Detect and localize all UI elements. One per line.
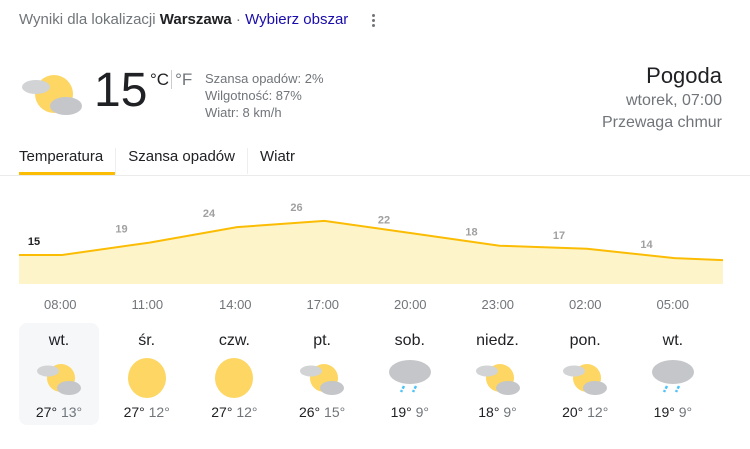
partly-cloudy-icon <box>298 356 346 400</box>
time-tick: 14:00 <box>219 297 252 312</box>
low-temp: 9° <box>503 404 517 420</box>
unit-toggle: °C °F <box>150 70 193 90</box>
weather-details: Szansa opadów: 2% Wilgotność: 87% Wiatr:… <box>205 70 324 121</box>
day-temps: 27° 12° <box>194 404 274 420</box>
day-temps: 19° 9° <box>633 404 713 420</box>
tabs: Temperatura Szansa opadów Wiatr <box>19 148 307 175</box>
time-tick: 08:00 <box>44 297 77 312</box>
temperature-line <box>19 219 724 262</box>
day-name: sob. <box>394 332 425 349</box>
data-label: 14 <box>640 239 653 251</box>
location-header: Wyniki dla lokalizacji Warszawa · Wybier… <box>19 11 348 28</box>
location-name: Warszawa <box>159 11 232 28</box>
tab-temperature[interactable]: Temperatura <box>19 148 116 175</box>
weather-summary: Pogoda wtorek, 07:00 Przewaga chmur <box>602 62 722 134</box>
day-forecast[interactable]: niedz. 18° 9° <box>458 323 538 425</box>
low-temp: 15° <box>324 404 346 420</box>
data-label: 26 <box>290 202 302 214</box>
tab-precipitation[interactable]: Szansa opadów <box>115 148 247 174</box>
day-forecast[interactable]: czw. 27° 12° <box>194 323 274 425</box>
location-prefix: Wyniki dla lokalizacji <box>19 11 156 28</box>
temperature-chart: 15 19 24 26 22 18 17 14 <box>19 202 724 284</box>
day-forecast[interactable]: pt. 26° 15° <box>282 323 362 425</box>
day-temps: 18° 9° <box>458 404 538 420</box>
day-name: śr. <box>138 332 156 349</box>
data-label: 17 <box>553 230 565 242</box>
sunny-icon <box>123 356 171 400</box>
time-tick: 17:00 <box>306 297 340 312</box>
data-label: 19 <box>115 224 127 236</box>
high-temp: 18° <box>478 404 500 420</box>
day-temps: 20° 12° <box>545 404 625 420</box>
data-label: 22 <box>378 214 390 226</box>
choose-area-link[interactable]: Wybierz obszar <box>245 11 349 28</box>
day-forecast[interactable]: śr. 27° 12° <box>107 323 187 425</box>
high-temp: 26° <box>298 404 321 420</box>
day-name: pt. <box>313 332 331 349</box>
high-temp: 27° <box>123 404 145 420</box>
precip-chance: Szansa opadów: 2% <box>205 71 324 86</box>
day-forecast[interactable]: wt. 27° 13° <box>19 323 99 425</box>
sunny-icon <box>210 356 258 400</box>
low-temp: 9° <box>678 404 693 420</box>
day-name: czw. <box>218 332 250 349</box>
high-temp: 20° <box>562 404 584 420</box>
time-tick: 05:00 <box>656 297 690 312</box>
low-temp: 9° <box>415 404 430 420</box>
low-temp: 12° <box>587 404 609 420</box>
separator: · <box>235 11 241 28</box>
temperature-area <box>19 220 723 284</box>
celsius-button[interactable]: °C <box>150 70 170 89</box>
day-forecast[interactable]: pon. 20° 12° <box>545 323 625 425</box>
partly-cloudy-icon <box>35 356 83 400</box>
data-label: 15 <box>28 236 40 248</box>
data-label: 18 <box>465 227 477 239</box>
day-temps: 27° 12° <box>107 404 187 420</box>
time-tick: 23:00 <box>481 297 515 312</box>
tab-wind[interactable]: Wiatr <box>246 148 307 174</box>
summary-time: wtorek, 07:00 <box>625 92 722 109</box>
rain-icon <box>386 356 434 400</box>
day-name: niedz. <box>476 332 519 349</box>
divider <box>0 175 750 176</box>
time-tick: 02:00 <box>569 297 602 312</box>
day-forecast[interactable]: sob. 19° 9° <box>370 323 450 425</box>
summary-title: Pogoda <box>646 63 722 88</box>
low-temp: 12° <box>236 404 258 420</box>
high-temp: 19° <box>653 404 675 420</box>
day-name: wt. <box>48 332 70 349</box>
summary-condition: Przewaga chmur <box>601 114 722 131</box>
high-temp: 27° <box>35 404 58 420</box>
day-temps: 27° 13° <box>19 404 99 420</box>
low-temp: 13° <box>60 404 83 420</box>
day-name: pon. <box>569 332 601 349</box>
day-forecast[interactable]: wt. 19° 9° <box>633 323 713 425</box>
low-temp: 12° <box>148 404 170 420</box>
high-temp: 27° <box>211 404 233 420</box>
partly-cloudy-icon <box>561 356 609 400</box>
data-label: 24 <box>203 208 216 220</box>
fahrenheit-button[interactable]: °F <box>171 70 193 89</box>
wind: Wiatr: 8 km/h <box>205 105 282 120</box>
partly-cloudy-icon <box>474 356 522 400</box>
day-temps: 26° 15° <box>282 404 362 420</box>
current-temperature: 15 <box>94 64 148 117</box>
time-tick: 11:00 <box>131 297 164 312</box>
time-tick: 20:00 <box>394 297 427 312</box>
rain-icon <box>649 356 697 400</box>
day-name: wt. <box>662 332 684 349</box>
partly-cloudy-icon <box>20 70 84 125</box>
day-temps: 19° 9° <box>370 404 450 420</box>
humidity: Wilgotność: 87% <box>205 88 302 103</box>
more-options-icon[interactable] <box>372 14 376 29</box>
high-temp: 19° <box>390 404 412 420</box>
